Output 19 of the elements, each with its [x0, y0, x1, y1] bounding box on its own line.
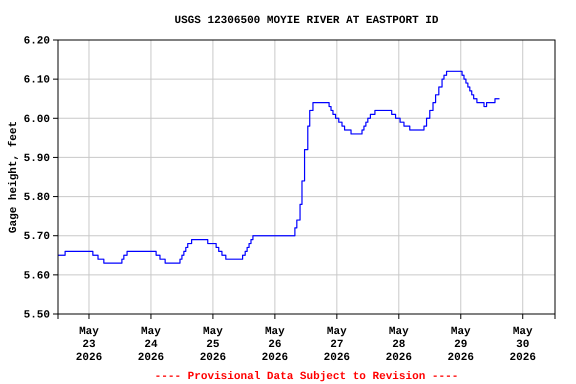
text: ---- Provisional Data Subject to Revision ---- [154, 371, 458, 383]
x-tick-label: May 23 2026 [76, 326, 102, 364]
y-tick-label: 6.00 [24, 114, 50, 126]
y-axis-title: Gage height, feet [7, 120, 20, 234]
x-tick-label: May 25 2026 [200, 326, 226, 364]
x-tick-label: May 29 2026 [448, 326, 474, 364]
y-tick-label: 5.80 [24, 192, 50, 204]
x-tick-label: May 30 2026 [510, 326, 536, 364]
x-tick-label: May 28 2026 [386, 326, 412, 364]
chart-title: USGS 12306500 MOYIE RIVER AT EASTPORT ID [174, 15, 439, 27]
y-tick-label: 6.10 [24, 74, 50, 87]
y-tick-label: 6.20 [24, 36, 50, 48]
y-tick-label: 5.90 [24, 152, 50, 165]
y-tick-label: 5.50 [24, 310, 50, 322]
y-tick-label: 5.60 [24, 270, 50, 282]
x-tick-label: May 27 2026 [324, 326, 350, 364]
y-tick-label: 5.70 [24, 231, 50, 244]
x-tick-label: May 24 2026 [138, 326, 164, 364]
x-tick-label: May 26 2026 [262, 326, 288, 364]
